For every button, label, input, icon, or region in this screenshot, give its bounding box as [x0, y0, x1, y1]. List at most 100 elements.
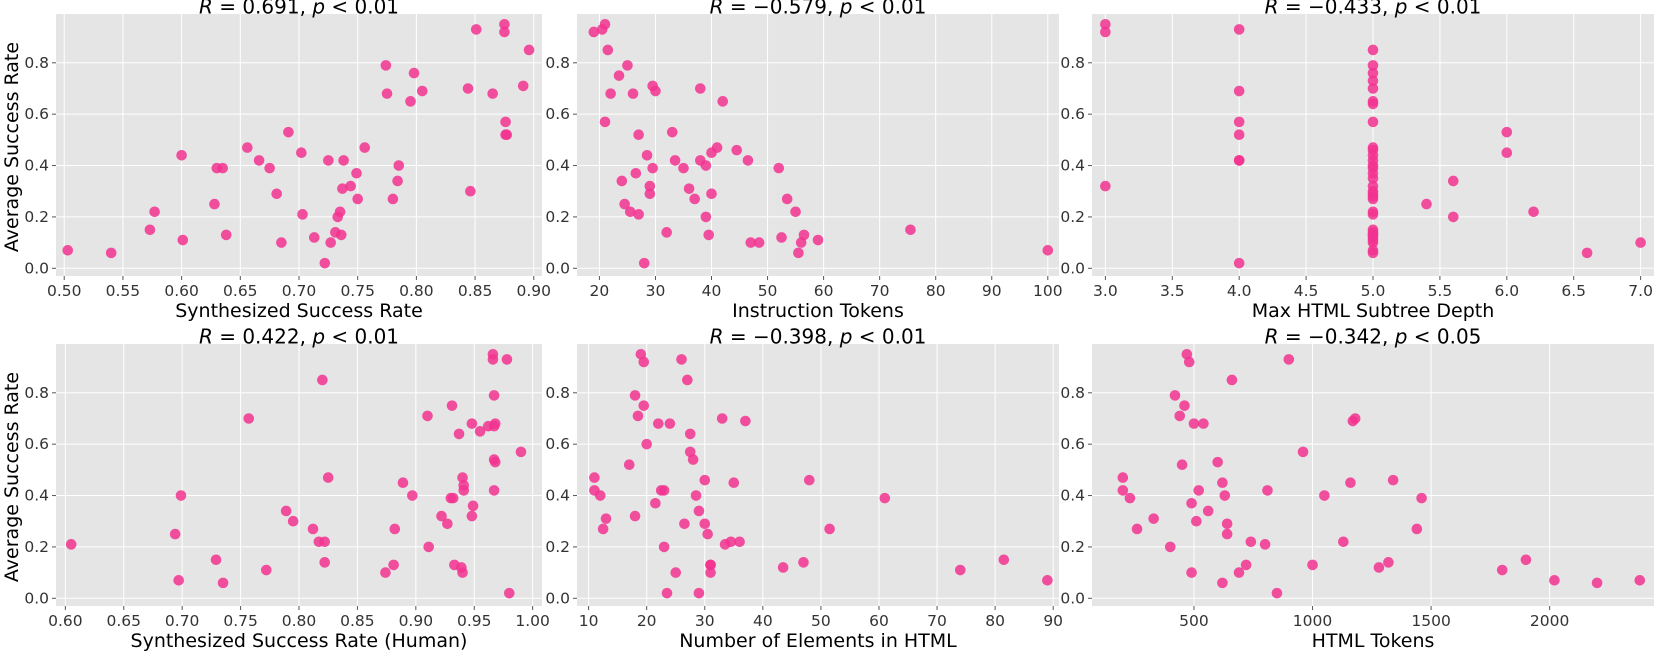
data-point [803, 474, 815, 486]
data-point [1148, 513, 1159, 524]
data-point [319, 257, 331, 269]
x-tick-label: 0.75 [340, 282, 375, 300]
plot-area [577, 344, 1059, 606]
data-point [297, 209, 308, 220]
data-point [392, 175, 403, 187]
y-tick-label: 0.2 [545, 208, 570, 226]
data-point [1042, 575, 1053, 586]
x-tick-label: 0.90 [517, 282, 552, 300]
data-point [1188, 418, 1200, 429]
data-point [242, 142, 253, 153]
data-point [458, 485, 470, 496]
data-point [466, 510, 478, 522]
data-point [624, 206, 636, 218]
data-point [380, 60, 392, 71]
data-point [457, 567, 468, 578]
data-point [641, 149, 653, 161]
chart-title: R = −0.342, p < 0.05 [1265, 325, 1482, 349]
x-tick-label: 500 [1179, 612, 1209, 630]
data-point [487, 88, 498, 99]
data-point [693, 587, 705, 599]
data-point [653, 418, 664, 429]
data-point [693, 505, 705, 517]
data-point [352, 193, 363, 205]
data-point [217, 162, 228, 174]
data-point [280, 505, 292, 517]
x-tick-label: 0.55 [106, 282, 141, 300]
chart-title: R = −0.579, p < 0.01 [710, 0, 927, 19]
data-point [793, 247, 804, 259]
data-point [594, 490, 606, 501]
x-tick-label: 0.85 [340, 612, 375, 630]
data-point [666, 126, 678, 138]
data-point [1416, 492, 1427, 504]
data-point [600, 513, 612, 524]
plot-area [577, 14, 1059, 276]
data-point [1100, 18, 1111, 30]
data-point [1179, 400, 1190, 411]
data-point [489, 418, 501, 429]
data-point [798, 229, 810, 241]
data-point [1186, 567, 1197, 578]
data-point [296, 147, 307, 159]
data-point [1117, 485, 1129, 496]
data-point [1635, 237, 1646, 248]
data-point [658, 485, 670, 496]
data-point [1496, 564, 1508, 576]
x-tick-label: 0.95 [457, 612, 492, 630]
x-tick-label: 4.5 [1294, 282, 1319, 300]
data-point [1367, 60, 1379, 71]
data-point [623, 459, 635, 471]
data-point [470, 24, 482, 35]
data-point [702, 528, 713, 540]
data-point [1233, 24, 1245, 35]
data-point [641, 438, 652, 450]
data-point [588, 26, 600, 38]
data-point [1100, 180, 1111, 192]
data-point [283, 126, 294, 138]
data-point [1100, 26, 1111, 38]
data-point [287, 515, 299, 527]
x-tick-label: 0.80 [282, 612, 317, 630]
x-tick-label: 3.0 [1093, 282, 1118, 300]
chart-panel-6: 500 1000 1500 2000 0.0 0.2 0.4 0.6 0.8 R = −0.342… [1060, 325, 1654, 652]
x-tick-label: 40 [753, 612, 773, 630]
data-point [500, 116, 511, 128]
chart-title: R = 0.691, p < 0.01 [199, 0, 399, 19]
chart-title: R = 0.422, p < 0.01 [199, 325, 399, 349]
data-point [1198, 418, 1209, 429]
data-point [217, 577, 229, 589]
y-tick-label: 0.6 [545, 435, 570, 453]
data-point [1387, 474, 1399, 486]
data-point [684, 428, 696, 440]
data-point [501, 129, 513, 141]
data-point [717, 96, 729, 107]
data-point [307, 523, 319, 535]
x-tick-label: 50 [758, 282, 778, 300]
data-point [503, 587, 515, 599]
x-tick-label: 0.60 [48, 612, 83, 630]
data-point [1226, 374, 1238, 386]
x-tick-label: 6.5 [1561, 282, 1586, 300]
y-tick-label: 0.0 [1060, 259, 1085, 277]
y-tick-label: 0.4 [24, 487, 49, 505]
data-point [1501, 147, 1513, 159]
data-point [1591, 577, 1603, 589]
data-point [773, 162, 785, 174]
data-point [397, 477, 409, 489]
data-point [1240, 559, 1252, 571]
data-point [1528, 206, 1539, 218]
data-point [1634, 575, 1646, 586]
data-point [716, 413, 728, 424]
chart-panel-1: 0.50 0.55 0.60 0.65 0.70 0.75 0.80 0.85 0.90 0.0 0… [1, 0, 551, 322]
data-point [515, 446, 527, 458]
y-tick-label: 0.8 [1060, 54, 1085, 72]
y-tick-label: 0.0 [1060, 589, 1085, 607]
data-point [338, 155, 349, 166]
x-axis-label: Instruction Tokens [732, 300, 904, 322]
data-point [1233, 116, 1245, 128]
data-point [1233, 85, 1245, 97]
data-point [1191, 515, 1202, 527]
x-axis-label: HTML Tokens [1312, 630, 1435, 652]
